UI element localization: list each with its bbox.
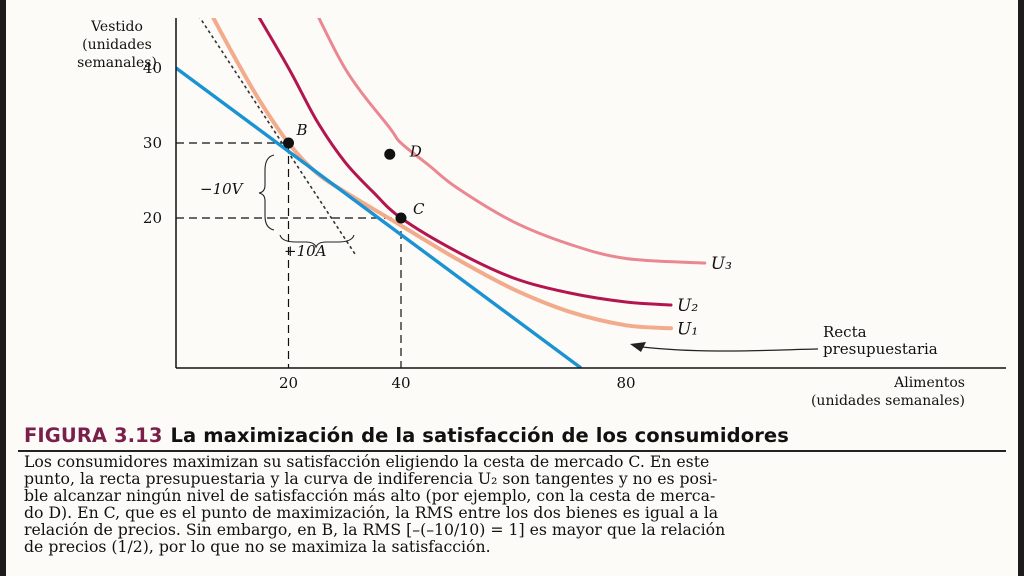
tick-labels: 20 40 80 20 30 40 <box>143 59 636 392</box>
x-tick-label: 20 <box>279 374 298 392</box>
y-tick-label: 40 <box>143 59 162 77</box>
figure-title: FIGURA 3.13 La maximización de la satisfa… <box>24 424 789 447</box>
curve-label-3: U₃ <box>711 254 732 274</box>
budget-line-label-line-1: Recta <box>823 323 867 341</box>
curve-label-1: U₁ <box>677 319 698 339</box>
y-axis-title-line-1: Vestido <box>90 19 143 35</box>
budget-line-pointer-arrow <box>641 346 819 352</box>
point-C <box>395 212 407 224</box>
point-D <box>384 148 396 160</box>
budget-line <box>176 66 583 368</box>
y-axis-title-line-3: semanales) <box>77 55 157 71</box>
x-axis-title-line-1: Alimentos <box>893 375 965 391</box>
tangent-line-B <box>199 18 357 256</box>
caption-line: ble alcanzar ningún nivel de satisfacció… <box>24 486 716 505</box>
point-label-D: D <box>409 142 422 160</box>
indifference-curve-3 <box>317 18 707 265</box>
caption-line: do D). En C, que es el punto de maximiza… <box>24 503 719 522</box>
guide-lines <box>176 142 402 368</box>
point-label-C: C <box>413 200 425 218</box>
caption-line: Los consumidores maximizan su satisfacci… <box>24 452 710 471</box>
y-tick-label: 30 <box>143 134 162 152</box>
x-axis-title-line-2: (unidades semanales) <box>811 393 965 409</box>
delta-y-label: −10V <box>200 180 245 198</box>
labels-layer: Vestido (unidades semanales) Alimentos (… <box>77 19 965 409</box>
y-axis-title-line-2: (unidades <box>82 37 152 53</box>
budget-line-pointer-head <box>630 342 646 352</box>
figure-title-text: La maximización de la satisfacción de lo… <box>170 424 789 447</box>
point-B <box>283 137 294 149</box>
delta-x-brace <box>279 234 355 249</box>
caption-line: de precios (1/2), por lo que no se maxim… <box>24 537 491 556</box>
figure-frame: 20 40 80 20 30 40 B C D Vestido (unidades seman… <box>6 0 1018 576</box>
axes <box>175 18 1006 369</box>
delta-x-label: +10A <box>284 242 327 260</box>
point-label-B: B <box>296 121 308 139</box>
x-tick-label: 40 <box>391 374 410 392</box>
caption-divider <box>18 450 1006 452</box>
delta-y-brace <box>258 154 275 231</box>
indifference-chart: 20 40 80 20 30 40 B C D Vestido (unidades seman… <box>77 18 1006 409</box>
indifference-curve-1 <box>211 18 673 331</box>
y-tick-label: 20 <box>143 209 162 227</box>
curve-label-2: U₂ <box>677 296 698 316</box>
right-border <box>1018 0 1024 576</box>
x-tick-label: 80 <box>616 374 635 392</box>
caption-line: relación de precios. Sin embargo, en B, … <box>24 520 726 539</box>
left-border <box>0 0 6 576</box>
caption-line: punto, la recta presupuestaria y la curv… <box>24 469 718 488</box>
figure-label: FIGURA 3.13 <box>24 424 163 447</box>
budget-line-label-line-2: presupuestaria <box>823 340 938 358</box>
figure-caption: Los consumidores maximizan su satisfacci… <box>24 453 1010 555</box>
series-layer <box>176 18 707 368</box>
points-layer: B C D <box>283 121 425 224</box>
